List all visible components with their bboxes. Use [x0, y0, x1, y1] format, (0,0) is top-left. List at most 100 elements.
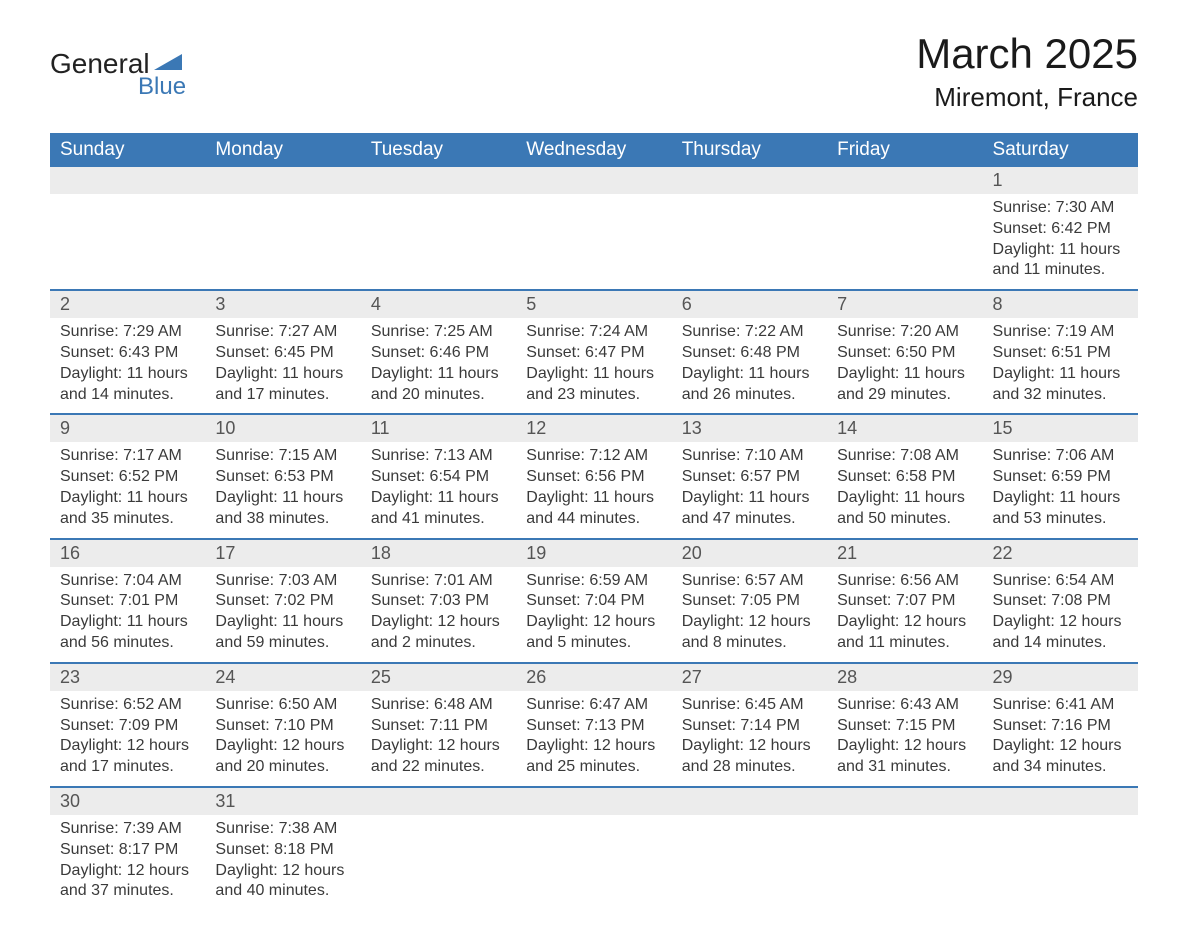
day-content: Sunrise: 7:15 AMSunset: 6:53 PMDaylight:… [205, 442, 360, 537]
sunset-text: Sunset: 8:17 PM [60, 840, 195, 861]
sunrise-text: Sunrise: 6:45 AM [682, 695, 817, 716]
sunrise-text: Sunrise: 7:06 AM [993, 446, 1128, 467]
calendar-week-row: 2Sunrise: 7:29 AMSunset: 6:43 PMDaylight… [50, 290, 1138, 414]
daylight-text-line2: and 5 minutes. [526, 633, 661, 654]
day-content: Sunrise: 7:17 AMSunset: 6:52 PMDaylight:… [50, 442, 205, 537]
sunrise-text: Sunrise: 6:48 AM [371, 695, 506, 716]
sunset-text: Sunset: 6:56 PM [526, 467, 661, 488]
daylight-text-line2: and 38 minutes. [215, 509, 350, 530]
sunrise-text: Sunrise: 6:41 AM [993, 695, 1128, 716]
calendar-week-row: 30Sunrise: 7:39 AMSunset: 8:17 PMDayligh… [50, 787, 1138, 910]
sunset-text: Sunset: 6:50 PM [837, 343, 972, 364]
calendar-day-cell: 12Sunrise: 7:12 AMSunset: 6:56 PMDayligh… [516, 414, 671, 538]
sunset-text: Sunset: 7:14 PM [682, 716, 817, 737]
calendar-day-cell [516, 167, 671, 290]
calendar-day-cell: 31Sunrise: 7:38 AMSunset: 8:18 PMDayligh… [205, 787, 360, 910]
sunset-text: Sunset: 6:43 PM [60, 343, 195, 364]
daylight-text-line1: Daylight: 11 hours [993, 488, 1128, 509]
daylight-text-line2: and 56 minutes. [60, 633, 195, 654]
daylight-text-line1: Daylight: 12 hours [993, 736, 1128, 757]
daylight-text-line1: Daylight: 11 hours [215, 612, 350, 633]
sunrise-text: Sunrise: 7:24 AM [526, 322, 661, 343]
day-number: 9 [50, 415, 205, 442]
day-number: 5 [516, 291, 671, 318]
day-number: 6 [672, 291, 827, 318]
day-content: Sunrise: 6:59 AMSunset: 7:04 PMDaylight:… [516, 567, 671, 662]
day-header-sun: Sunday [50, 133, 205, 167]
day-content: Sunrise: 7:38 AMSunset: 8:18 PMDaylight:… [205, 815, 360, 910]
sunset-text: Sunset: 6:57 PM [682, 467, 817, 488]
daylight-text-line1: Daylight: 11 hours [682, 488, 817, 509]
day-content: Sunrise: 7:10 AMSunset: 6:57 PMDaylight:… [672, 442, 827, 537]
daylight-text-line1: Daylight: 12 hours [215, 861, 350, 882]
calendar-day-cell: 9Sunrise: 7:17 AMSunset: 6:52 PMDaylight… [50, 414, 205, 538]
sunset-text: Sunset: 6:46 PM [371, 343, 506, 364]
day-header-mon: Monday [205, 133, 360, 167]
daylight-text-line1: Daylight: 11 hours [371, 488, 506, 509]
day-number: 30 [50, 788, 205, 815]
day-content: Sunrise: 6:43 AMSunset: 7:15 PMDaylight:… [827, 691, 982, 786]
day-header-wed: Wednesday [516, 133, 671, 167]
day-content: Sunrise: 7:01 AMSunset: 7:03 PMDaylight:… [361, 567, 516, 662]
calendar-day-cell: 5Sunrise: 7:24 AMSunset: 6:47 PMDaylight… [516, 290, 671, 414]
day-number: 10 [205, 415, 360, 442]
calendar-day-cell: 6Sunrise: 7:22 AMSunset: 6:48 PMDaylight… [672, 290, 827, 414]
day-number: 17 [205, 540, 360, 567]
day-number: 4 [361, 291, 516, 318]
day-number-empty [672, 167, 827, 194]
day-number-empty [50, 167, 205, 194]
calendar-day-cell [827, 167, 982, 290]
daylight-text-line2: and 37 minutes. [60, 881, 195, 902]
sunrise-text: Sunrise: 7:03 AM [215, 571, 350, 592]
day-number: 8 [983, 291, 1138, 318]
sunset-text: Sunset: 8:18 PM [215, 840, 350, 861]
day-content: Sunrise: 7:19 AMSunset: 6:51 PMDaylight:… [983, 318, 1138, 413]
daylight-text-line1: Daylight: 11 hours [371, 364, 506, 385]
sunrise-text: Sunrise: 6:59 AM [526, 571, 661, 592]
daylight-text-line2: and 53 minutes. [993, 509, 1128, 530]
day-content: Sunrise: 6:52 AMSunset: 7:09 PMDaylight:… [50, 691, 205, 786]
daylight-text-line2: and 20 minutes. [371, 385, 506, 406]
day-content: Sunrise: 6:47 AMSunset: 7:13 PMDaylight:… [516, 691, 671, 786]
sunrise-text: Sunrise: 7:04 AM [60, 571, 195, 592]
day-number: 23 [50, 664, 205, 691]
sunrise-text: Sunrise: 7:30 AM [993, 198, 1128, 219]
day-number: 19 [516, 540, 671, 567]
daylight-text-line1: Daylight: 12 hours [215, 736, 350, 757]
daylight-text-line2: and 2 minutes. [371, 633, 506, 654]
day-number: 28 [827, 664, 982, 691]
sunset-text: Sunset: 6:45 PM [215, 343, 350, 364]
day-content: Sunrise: 7:20 AMSunset: 6:50 PMDaylight:… [827, 318, 982, 413]
sunrise-text: Sunrise: 7:12 AM [526, 446, 661, 467]
day-number-empty [983, 788, 1138, 815]
sunrise-text: Sunrise: 7:19 AM [993, 322, 1128, 343]
daylight-text-line1: Daylight: 12 hours [371, 612, 506, 633]
logo: General Blue [50, 48, 186, 101]
daylight-text-line2: and 22 minutes. [371, 757, 506, 778]
day-number: 14 [827, 415, 982, 442]
daylight-text-line2: and 59 minutes. [215, 633, 350, 654]
day-content: Sunrise: 7:12 AMSunset: 6:56 PMDaylight:… [516, 442, 671, 537]
day-header-thu: Thursday [672, 133, 827, 167]
calendar-day-cell: 22Sunrise: 6:54 AMSunset: 7:08 PMDayligh… [983, 539, 1138, 663]
daylight-text-line2: and 23 minutes. [526, 385, 661, 406]
calendar-week-row: 9Sunrise: 7:17 AMSunset: 6:52 PMDaylight… [50, 414, 1138, 538]
day-content: Sunrise: 6:50 AMSunset: 7:10 PMDaylight:… [205, 691, 360, 786]
calendar-day-cell [50, 167, 205, 290]
sunset-text: Sunset: 7:15 PM [837, 716, 972, 737]
sunset-text: Sunset: 6:58 PM [837, 467, 972, 488]
daylight-text-line1: Daylight: 11 hours [682, 364, 817, 385]
day-number: 2 [50, 291, 205, 318]
day-header-tue: Tuesday [361, 133, 516, 167]
daylight-text-line1: Daylight: 12 hours [526, 736, 661, 757]
day-number: 3 [205, 291, 360, 318]
calendar-day-cell: 29Sunrise: 6:41 AMSunset: 7:16 PMDayligh… [983, 663, 1138, 787]
sunset-text: Sunset: 6:51 PM [993, 343, 1128, 364]
sunset-text: Sunset: 6:59 PM [993, 467, 1128, 488]
daylight-text-line2: and 50 minutes. [837, 509, 972, 530]
calendar-day-cell [672, 167, 827, 290]
sunset-text: Sunset: 6:54 PM [371, 467, 506, 488]
daylight-text-line1: Daylight: 12 hours [837, 612, 972, 633]
daylight-text-line1: Daylight: 11 hours [60, 364, 195, 385]
day-content: Sunrise: 6:48 AMSunset: 7:11 PMDaylight:… [361, 691, 516, 786]
